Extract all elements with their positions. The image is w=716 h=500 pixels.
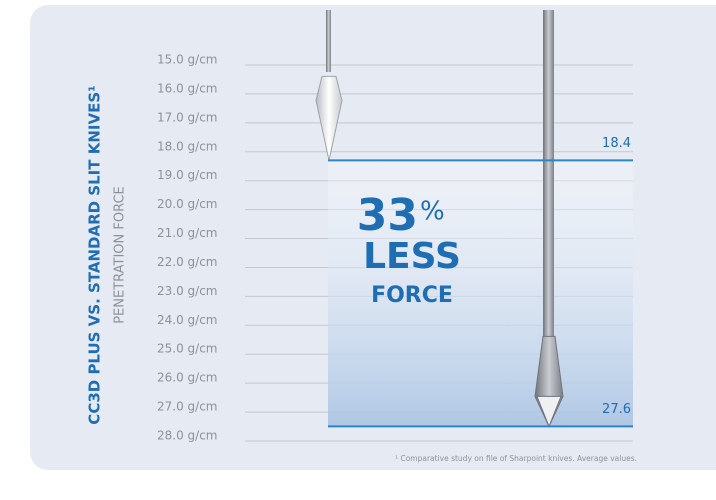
y-tick-label: 25.0 g/cm [157,342,217,356]
knife-edge [536,395,562,428]
y-tick-label: 19.0 g/cm [157,168,217,182]
y-tick-label: 24.0 g/cm [157,313,217,327]
knife-shaft [543,10,554,337]
data-label: 27.6 [602,402,631,417]
y-tick-label: 27.0 g/cm [157,400,217,414]
annotation-line: LESS [363,236,461,277]
y-tick-label: 16.0 g/cm [157,81,217,95]
y-tick-label: 17.0 g/cm [157,110,217,124]
annotation-unit: % [420,197,445,227]
y-tick-label: 26.0 g/cm [157,371,217,385]
footnote: ¹ Comparative study on file of Sharpoint… [395,454,637,463]
data-label: 18.4 [602,136,631,151]
y-tick-label: 22.0 g/cm [157,255,217,269]
knife-shaft [326,10,331,72]
y-tick-label: 20.0 g/cm [157,197,217,211]
y-tick-label: 23.0 g/cm [157,284,217,298]
difference-area [328,160,633,427]
knife-blade [315,75,343,161]
y-axis-label: PENETRATION FORCE [113,186,128,324]
y-tick-label: 18.0 g/cm [157,139,217,153]
chart-title: CC3D PLUS VS. STANDARD SLIT KNIVES¹ [86,85,104,424]
annotation-line: FORCE [371,283,453,308]
background-layer: 15.0 g/cm 16.0 g/cm 17.0 g/cm 18.0 g/cm 19.0… [157,53,633,443]
annotation-number: 33 [357,190,418,241]
y-tick-label: 28.0 g/cm [157,429,217,443]
y-tick-label: 15.0 g/cm [157,53,217,67]
y-tick-label: 21.0 g/cm [157,226,217,240]
